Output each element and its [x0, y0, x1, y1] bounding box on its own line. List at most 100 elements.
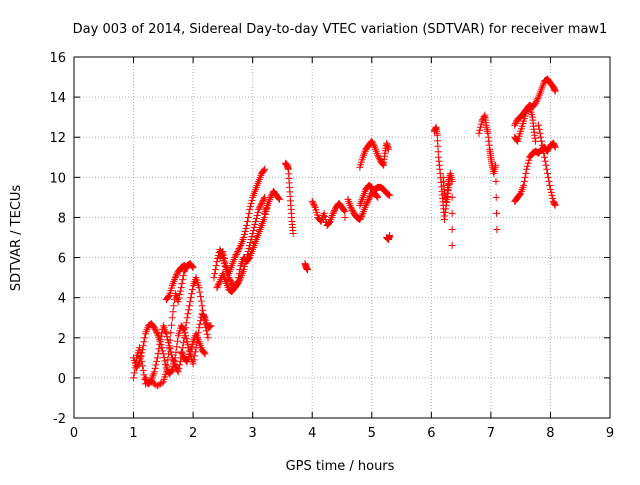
y-axis-label: SDTVAR / TECUs	[9, 185, 24, 292]
data-point	[513, 136, 521, 144]
data-point	[543, 169, 551, 177]
chart-title: Day 003 of 2014, Sidereal Day-to-day VTE…	[73, 22, 608, 37]
data-point	[551, 143, 559, 151]
data-point	[478, 117, 486, 125]
data-point	[267, 193, 275, 201]
data-point	[385, 191, 393, 199]
data-point	[172, 272, 180, 280]
data-point	[168, 351, 176, 359]
data-point	[152, 327, 160, 335]
data-point	[158, 329, 166, 337]
data-point	[480, 113, 488, 121]
x-tick-label: 2	[189, 426, 197, 441]
data-point	[310, 200, 318, 208]
data-point	[147, 377, 155, 385]
data-point	[150, 368, 158, 376]
data-point	[347, 203, 355, 211]
data-point	[231, 254, 239, 262]
data-point	[200, 315, 208, 323]
data-point	[366, 194, 374, 202]
data-point	[226, 277, 234, 285]
data-point	[170, 302, 178, 310]
data-point	[233, 249, 241, 257]
data-point	[139, 342, 147, 350]
data-point	[368, 183, 376, 191]
data-point	[188, 263, 196, 271]
x-tick-label: 6	[427, 426, 435, 441]
y-tick-label: 6	[58, 252, 66, 267]
data-point	[169, 308, 177, 316]
data-point	[159, 347, 167, 355]
data-point	[175, 364, 183, 372]
data-point	[216, 254, 224, 262]
data-point	[153, 328, 161, 336]
data-point	[448, 225, 456, 233]
data-point	[260, 166, 268, 174]
data-point	[520, 177, 528, 185]
data-point	[310, 202, 318, 210]
data-point	[235, 245, 243, 253]
data-point	[163, 365, 171, 373]
data-point	[151, 364, 159, 372]
data-point	[136, 355, 144, 363]
data-point	[177, 348, 185, 356]
data-point	[325, 218, 333, 226]
data-point	[197, 297, 205, 305]
data-point	[362, 201, 370, 209]
data-point	[166, 345, 174, 353]
data-point	[542, 161, 550, 169]
data-point	[201, 350, 209, 358]
data-point	[173, 343, 181, 351]
data-point	[214, 281, 222, 289]
data-point	[179, 339, 187, 347]
data-point	[160, 353, 168, 361]
data-point	[243, 221, 251, 229]
data-point	[247, 199, 255, 207]
data-point	[162, 364, 170, 372]
data-point	[173, 337, 181, 345]
data-point	[521, 173, 529, 181]
data-point	[365, 195, 373, 203]
y-tick-label: 0	[58, 372, 66, 387]
data-point	[183, 314, 191, 322]
data-point	[363, 200, 371, 208]
data-point	[369, 140, 377, 148]
data-point	[219, 248, 227, 256]
data-point	[188, 286, 196, 294]
data-point	[249, 229, 257, 237]
data-point	[538, 137, 546, 145]
data-point	[179, 276, 187, 284]
data-point	[512, 118, 520, 126]
y-tick-label: 2	[58, 332, 66, 347]
x-axis-label: GPS time / hours	[286, 459, 395, 474]
data-point	[133, 364, 141, 372]
data-point	[245, 209, 253, 217]
data-point	[492, 161, 500, 169]
data-point	[159, 350, 167, 358]
data-point	[156, 340, 164, 348]
data-point	[261, 193, 269, 201]
data-point	[369, 186, 377, 194]
data-point	[492, 177, 500, 185]
data-point	[196, 320, 204, 328]
data-point	[140, 338, 148, 346]
data-point	[547, 188, 555, 196]
data-point	[202, 323, 210, 331]
data-point	[511, 120, 519, 128]
data-point	[212, 262, 220, 270]
x-tick-label: 9	[606, 426, 614, 441]
data-point	[540, 149, 548, 157]
data-point	[175, 294, 183, 302]
data-point	[368, 137, 376, 145]
data-point	[551, 201, 559, 209]
data-point	[138, 349, 146, 357]
data-point	[214, 282, 222, 290]
data-point	[135, 359, 143, 367]
data-point	[545, 177, 553, 185]
data-point	[182, 263, 190, 271]
data-point	[245, 245, 253, 253]
data-point	[163, 333, 171, 341]
data-point	[358, 211, 366, 219]
